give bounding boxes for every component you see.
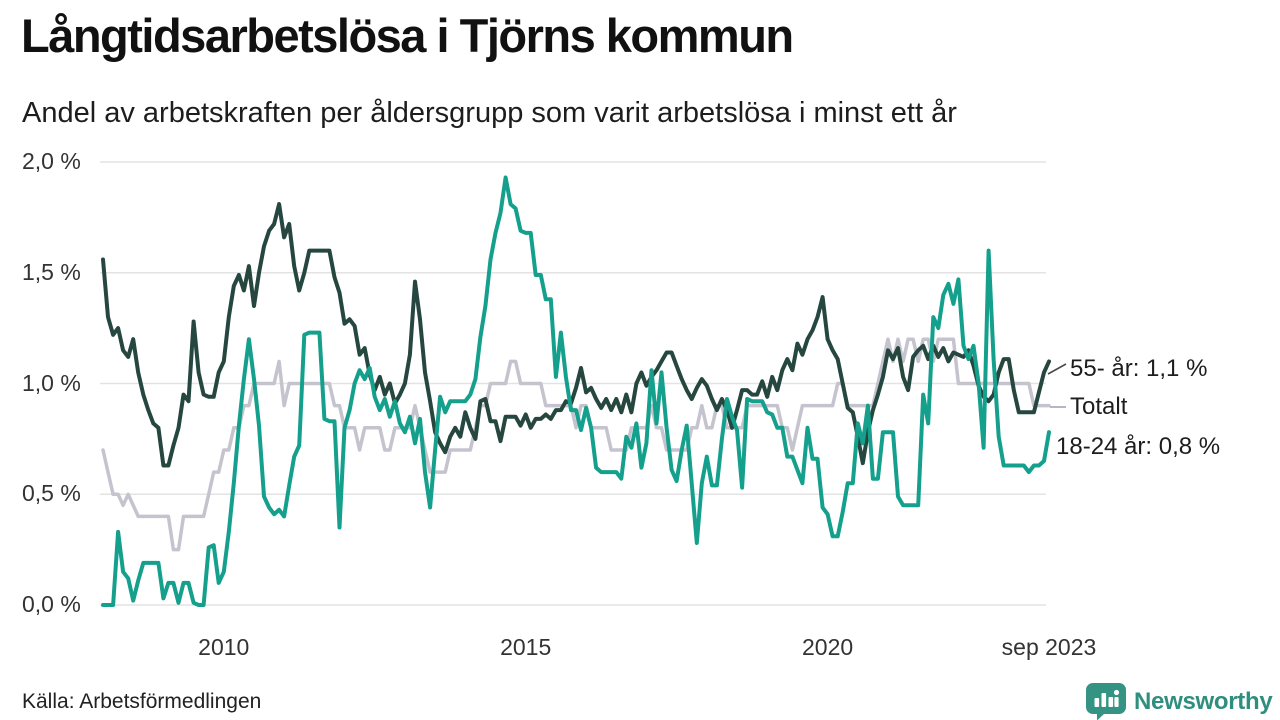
end-label-leader-line bbox=[1047, 363, 1067, 375]
series-end-label: 55- år: 1,1 % bbox=[1070, 355, 1208, 382]
y-tick-label: 2,0 % bbox=[22, 148, 81, 174]
newsworthy-wordmark: Newsworthy bbox=[1134, 687, 1273, 715]
page-title: Långtidsarbetslösa i Tjörns kommun bbox=[21, 9, 794, 62]
series-end-label: Totalt bbox=[1070, 393, 1128, 420]
newsworthy-logo: Newsworthy bbox=[1086, 683, 1273, 720]
x-tick-label: 2015 bbox=[500, 634, 552, 660]
series-line-55--år bbox=[101, 202, 1051, 468]
y-tick-label: 1,5 % bbox=[22, 258, 81, 285]
series-end-label: 18-24 år: 0,8 % bbox=[1056, 433, 1221, 460]
page-subtitle: Andel av arbetskraften per åldersgrupp s… bbox=[22, 97, 957, 129]
source-credit: Källa: Arbetsförmedlingen bbox=[22, 690, 262, 713]
series-line-18-24-år bbox=[101, 175, 1051, 607]
y-tick-label: 0,0 % bbox=[22, 591, 81, 617]
x-tick-label: sep 2023 bbox=[1001, 634, 1097, 660]
y-tick-label: 1,0 % bbox=[22, 369, 81, 396]
newsworthy-chart-bubble-icon bbox=[1086, 683, 1126, 720]
y-tick-label: 0,5 % bbox=[22, 480, 81, 507]
x-tick-label: 2010 bbox=[198, 634, 250, 660]
x-tick-label: 2020 bbox=[802, 634, 854, 660]
